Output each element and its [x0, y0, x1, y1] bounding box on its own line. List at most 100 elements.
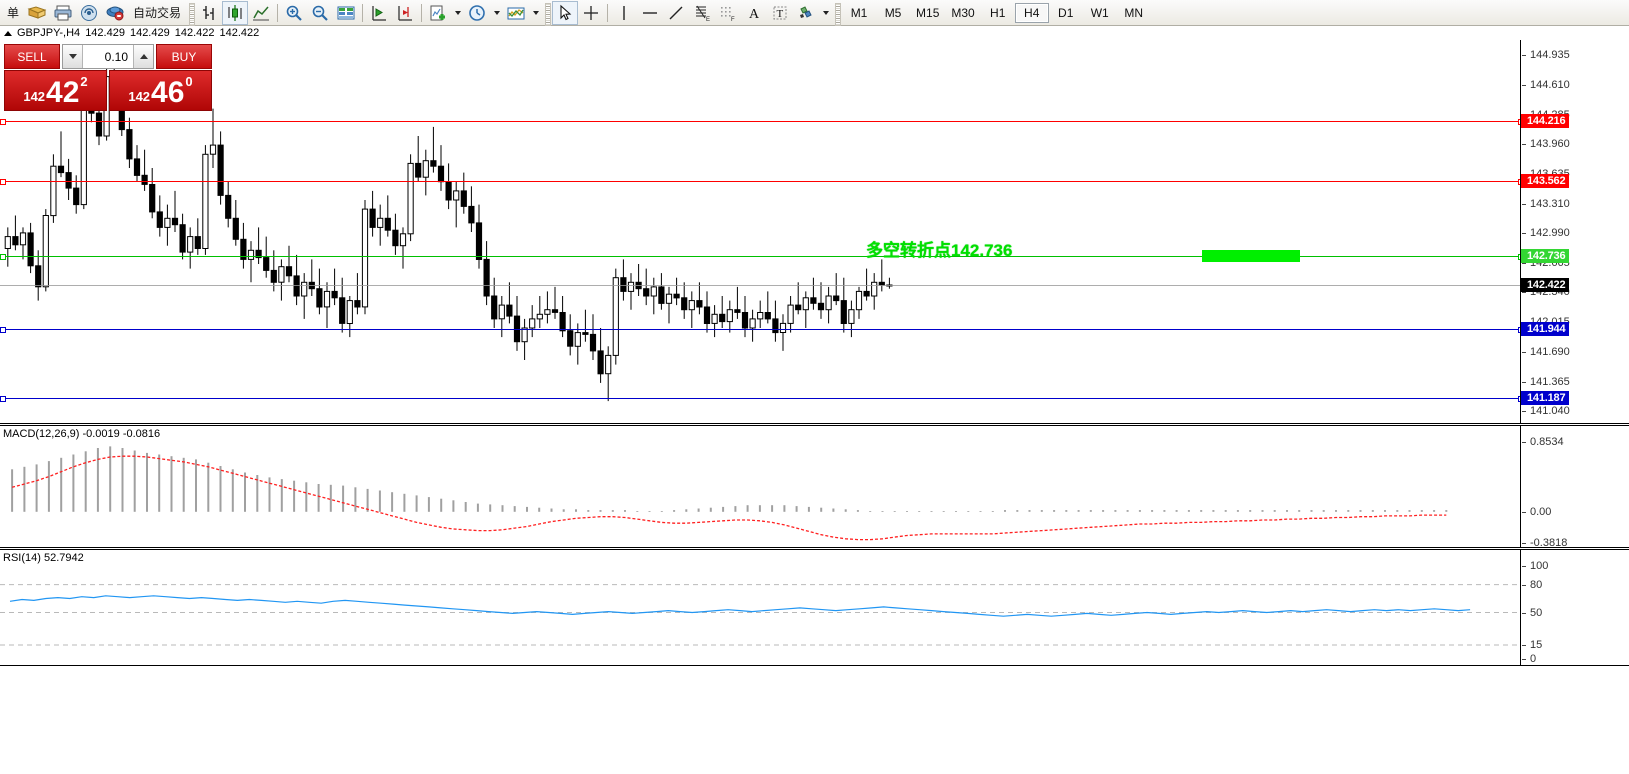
tf-d1[interactable]: D1	[1058, 5, 1074, 20]
vertical-line-icon[interactable]	[611, 1, 637, 25]
rsi-tick: 50	[1521, 607, 1542, 619]
macd-pane[interactable]: MACD(12,26,9) -0.0019 -0.0816 0.8534 0.00…	[0, 425, 1629, 549]
candlestick-chart-icon[interactable]	[222, 0, 249, 25]
price-level-handle-left[interactable]	[0, 254, 6, 261]
pivot-highlight-box[interactable]	[1202, 250, 1300, 263]
one-click-trade-panel[interactable]: SELL 0.10 BUY 142 42 2 142 46 0	[4, 44, 212, 111]
period-clock-icon[interactable]	[464, 1, 490, 25]
volume-dropdown-icon[interactable]	[63, 45, 83, 68]
toolbar-separator	[604, 2, 611, 24]
price-level-handle[interactable]	[1518, 118, 1520, 125]
toolbar-separator	[418, 2, 425, 24]
tf-m5[interactable]: M5	[884, 5, 902, 20]
macd-series	[11, 446, 1448, 541]
chevron-down-icon[interactable]	[490, 1, 503, 25]
text-icon[interactable]: A	[741, 1, 767, 25]
volume-stepper[interactable]: 0.10	[62, 44, 154, 69]
price-level-handle[interactable]	[1518, 178, 1520, 185]
price-level-handle-left[interactable]	[0, 178, 6, 185]
signal-icon[interactable]	[76, 1, 102, 25]
auto-scroll-icon[interactable]	[366, 1, 392, 25]
printer-icon[interactable]	[50, 1, 76, 25]
sell-button[interactable]: SELL	[4, 44, 60, 69]
price-label-support[interactable]: 141.187	[1521, 390, 1570, 405]
price-level-pivot[interactable]	[0, 254, 1520, 261]
price-level-handle[interactable]	[1518, 326, 1520, 333]
symbol-label: GBPJPY-,H4	[17, 27, 81, 39]
main-toolbar: 单 自动交易	[0, 0, 1629, 26]
bar-chart-icon[interactable]	[196, 1, 222, 25]
price-level-handle-left[interactable]	[0, 118, 6, 125]
chart-container[interactable]: 多空转折点142.736 144.935144.610144.285143.96…	[0, 40, 1629, 774]
price-plot[interactable]: 多空转折点142.736	[0, 40, 1520, 423]
buy-price-display[interactable]: 142 46 0	[109, 70, 212, 111]
collapse-triangle-icon[interactable]	[4, 30, 12, 36]
folder-icon[interactable]	[24, 1, 50, 25]
svg-text:T: T	[777, 8, 784, 20]
tf-w1[interactable]: W1	[1090, 5, 1109, 20]
tf-m30[interactable]: M30	[951, 5, 975, 20]
expert-advisor-icon[interactable]	[102, 1, 128, 25]
rsi-tick: 100	[1521, 560, 1548, 572]
buy-button[interactable]: BUY	[156, 44, 212, 69]
volume-increase-icon[interactable]	[133, 45, 153, 68]
fibonacci-icon[interactable]: E	[689, 1, 715, 25]
toolbar-grip[interactable]	[832, 2, 842, 26]
autotrade-label[interactable]: 自动交易	[133, 6, 182, 20]
rsi-plot[interactable]	[0, 550, 1520, 665]
price-tick: 143.310	[1521, 198, 1570, 210]
tf-h1[interactable]: H1	[990, 5, 1006, 20]
price-tick: 141.365	[1521, 376, 1570, 388]
macd-plot[interactable]	[0, 426, 1520, 547]
macd-tick: 0.00	[1521, 506, 1551, 518]
chart-shift-icon[interactable]	[392, 1, 418, 25]
toolbar-separator	[359, 2, 366, 24]
equidistant-channel-icon[interactable]: F	[715, 1, 741, 25]
new-chart-icon[interactable]	[425, 1, 451, 25]
cursor-icon[interactable]	[552, 0, 579, 25]
toolbar-grip[interactable]	[186, 2, 196, 26]
crosshair-icon[interactable]	[578, 1, 604, 25]
price-level-handle-left[interactable]	[0, 395, 6, 402]
tf-h4[interactable]: H4	[1014, 2, 1049, 23]
horizontal-line-icon[interactable]	[637, 1, 663, 25]
volume-value[interactable]: 0.10	[104, 49, 128, 64]
draw-objects-icon[interactable]	[793, 1, 819, 25]
price-level-handle-left[interactable]	[0, 326, 6, 333]
price-level-handle[interactable]	[1518, 254, 1520, 261]
price-label-pivot[interactable]: 142.736	[1521, 249, 1570, 264]
data-window-icon[interactable]	[333, 1, 359, 25]
sell-price-fraction: 2	[80, 74, 88, 89]
price-level-current-price[interactable]	[0, 284, 1520, 286]
sell-price-display[interactable]: 142 42 2	[4, 70, 107, 111]
price-label-current[interactable]: 142.422	[1521, 277, 1570, 292]
trendline-icon[interactable]	[663, 1, 689, 25]
chevron-down-icon[interactable]	[451, 1, 464, 25]
price-axis[interactable]: 144.935144.610144.285143.960143.635143.3…	[1520, 40, 1629, 423]
price-label-resistance[interactable]: 144.216	[1521, 113, 1570, 128]
price-level-resistance[interactable]	[0, 178, 1520, 185]
zoom-out-icon[interactable]	[307, 1, 333, 25]
zoom-in-icon[interactable]	[281, 1, 307, 25]
indicators-icon[interactable]	[503, 1, 529, 25]
pivot-annotation-text[interactable]: 多空转折点142.736	[866, 241, 1013, 261]
tf-m1[interactable]: M1	[850, 5, 868, 20]
rsi-pane[interactable]: RSI(14) 52.7942 100 80 50 15 0	[0, 549, 1629, 666]
label-icon[interactable]: T	[767, 1, 793, 25]
price-level-support[interactable]	[0, 395, 1520, 402]
tf-m15[interactable]: M15	[916, 5, 940, 20]
price-level-handle[interactable]	[1518, 395, 1520, 402]
chevron-down-icon[interactable]	[529, 1, 542, 25]
chevron-down-icon[interactable]	[819, 1, 832, 25]
price-tick: 144.935	[1521, 49, 1570, 61]
price-level-resistance[interactable]	[0, 118, 1520, 125]
toolbar-grip[interactable]	[542, 2, 552, 26]
candlestick-series	[4, 62, 893, 402]
line-chart-icon[interactable]	[248, 1, 274, 25]
ohlc-close: 142.422	[219, 27, 260, 39]
price-label-resistance[interactable]: 143.562	[1521, 173, 1570, 188]
price-pane[interactable]: 多空转折点142.736 144.935144.610144.285143.96…	[0, 40, 1629, 424]
tf-mn[interactable]: MN	[1124, 5, 1144, 20]
price-level-support[interactable]	[0, 326, 1520, 333]
price-label-support[interactable]: 141.944	[1521, 321, 1570, 336]
